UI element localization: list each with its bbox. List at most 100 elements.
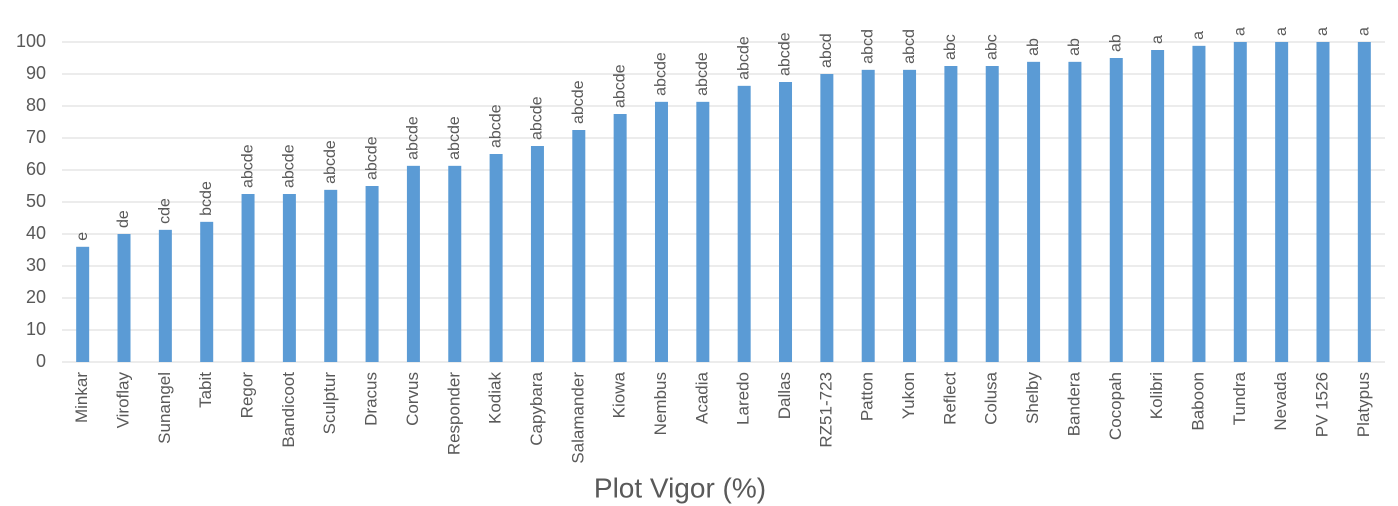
x-tick-label: Nembus xyxy=(651,372,670,435)
significance-letter: abcd xyxy=(859,29,876,64)
bar xyxy=(406,165,420,362)
bar xyxy=(985,66,999,362)
x-tick-label: Regor xyxy=(238,372,257,419)
x-tick-label: Kiowa xyxy=(610,371,629,418)
x-tick-label: Reflect xyxy=(940,372,959,425)
significance-letter: abcde xyxy=(405,116,422,160)
y-tick-label: 90 xyxy=(26,63,46,83)
x-tick-label: PV 1526 xyxy=(1312,372,1331,437)
significance-letter: bcde xyxy=(198,181,215,216)
x-tick-label: Yukon xyxy=(899,372,918,419)
bar xyxy=(200,221,214,362)
y-tick-label: 10 xyxy=(26,319,46,339)
bar xyxy=(654,101,668,362)
x-tick-label: Baboon xyxy=(1188,372,1207,431)
bar xyxy=(158,229,172,362)
significance-letter: abcde xyxy=(570,80,587,124)
x-tick-label: Patton xyxy=(858,372,877,421)
x-tick-label: Bandicoot xyxy=(279,372,298,448)
x-tick-label: Platypus xyxy=(1354,372,1373,437)
x-tick-label: Dallas xyxy=(775,372,794,419)
bar xyxy=(1109,58,1123,362)
x-tick-label: Cocopah xyxy=(1106,372,1125,440)
x-tick-label: Laredo xyxy=(734,372,753,425)
bar xyxy=(1275,42,1289,362)
x-tick-label: Tabit xyxy=(196,372,215,408)
bar xyxy=(1068,61,1082,363)
x-tick-label: Minkar xyxy=(72,372,91,423)
y-tick-label: 30 xyxy=(26,255,46,275)
significance-letter: a xyxy=(1149,35,1166,44)
x-tick-label: Bandera xyxy=(1064,371,1083,436)
significance-letter: abcd xyxy=(901,29,918,64)
x-tick-label: Tundra xyxy=(1230,371,1249,425)
significance-letter: abc xyxy=(983,34,1000,60)
bar xyxy=(1192,45,1206,363)
x-tick-label: Kolibri xyxy=(1147,372,1166,419)
bar xyxy=(241,194,255,362)
x-tick-label: RZ51-723 xyxy=(816,372,835,448)
y-tick-label: 20 xyxy=(26,287,46,307)
significance-letter: abcd xyxy=(818,33,835,68)
chart-title: Plot Vigor (%) xyxy=(594,472,766,503)
significance-letter: a xyxy=(1356,27,1373,36)
significance-letter: ab xyxy=(1107,34,1124,52)
bar xyxy=(613,114,627,362)
bar xyxy=(365,186,379,362)
significance-letter: abcde xyxy=(446,116,463,160)
x-tick-label: Dracus xyxy=(362,372,381,426)
bar xyxy=(76,246,90,362)
significance-letter: a xyxy=(1273,27,1290,36)
bar xyxy=(324,189,338,362)
x-tick-label: Corvus xyxy=(403,372,422,426)
y-tick-label: 70 xyxy=(26,127,46,147)
bar xyxy=(1233,42,1247,362)
bar xyxy=(737,85,751,362)
bar xyxy=(903,69,917,362)
bar xyxy=(944,66,958,362)
bar xyxy=(1027,61,1041,363)
significance-letter: de xyxy=(115,210,132,228)
y-tick-label: 40 xyxy=(26,223,46,243)
significance-letter: abcde xyxy=(653,52,670,96)
significance-letter: abcde xyxy=(363,136,380,180)
y-tick-label: 60 xyxy=(26,159,46,179)
significance-letter: a xyxy=(1314,27,1331,36)
y-tick-label: 80 xyxy=(26,95,46,115)
bar xyxy=(1151,50,1165,362)
x-tick-label: Shelby xyxy=(1023,372,1042,424)
bar xyxy=(696,101,710,362)
x-tick-label: Viroflay xyxy=(114,372,133,429)
significance-letter: abcde xyxy=(735,36,752,80)
significance-letter: abcde xyxy=(611,64,628,108)
significance-letter: e xyxy=(74,232,91,241)
significance-letter: abcde xyxy=(529,96,546,140)
x-tick-label: Responder xyxy=(444,372,463,456)
significance-letter: abcde xyxy=(281,144,298,188)
bar xyxy=(861,69,875,362)
x-tick-label: Salamander xyxy=(568,372,587,464)
significance-letter: abcde xyxy=(694,52,711,96)
bar xyxy=(1357,42,1371,362)
x-tick-label: Capybara xyxy=(527,371,546,445)
x-tick-label: Sunangel xyxy=(155,372,174,444)
significance-letter: abcde xyxy=(777,32,794,76)
x-tick-label: Sculptur xyxy=(320,372,339,435)
bar xyxy=(572,130,586,362)
significance-letter: ab xyxy=(1066,38,1083,56)
x-tick-label: Colusa xyxy=(982,371,1001,424)
significance-letter: a xyxy=(1232,27,1249,36)
bar xyxy=(489,154,503,362)
significance-letter: abcde xyxy=(487,104,504,148)
y-tick-label: 50 xyxy=(26,191,46,211)
bar xyxy=(282,194,296,362)
significance-letter: cde xyxy=(157,198,174,224)
x-tick-label: Nevada xyxy=(1271,371,1290,430)
significance-letter: abc xyxy=(942,34,959,60)
y-tick-label: 100 xyxy=(16,31,46,51)
significance-letter: abcde xyxy=(322,140,339,184)
bar xyxy=(448,165,462,362)
y-tick-label: 0 xyxy=(36,351,46,371)
